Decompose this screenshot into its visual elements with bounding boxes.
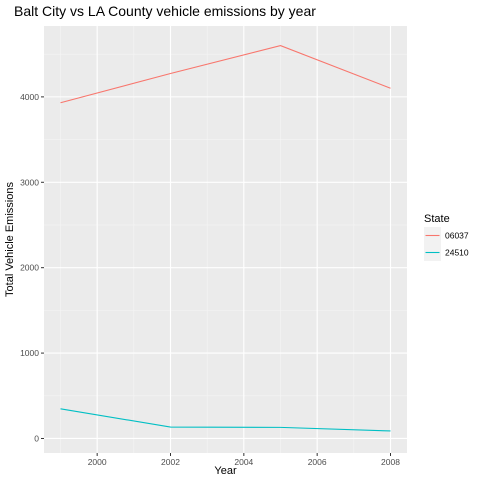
x-tick-label: 2008 [381,457,400,467]
legend-items: 06037 24510 [424,227,469,261]
legend-label-06037: 06037 [445,231,469,241]
x-tick-label: 2002 [161,457,180,467]
x-axis-title: Year [214,465,237,477]
x-axis: 2000 2002 2004 2006 2008 [88,453,400,467]
legend-title: State [424,213,450,225]
y-axis: 0 1000 2000 3000 4000 [20,92,44,443]
chart-title: Balt City vs LA County vehicle emissions… [14,3,316,19]
x-tick-label: 2006 [308,457,327,467]
legend: State 06037 24510 [424,213,469,261]
series-line-06037 [60,44,391,104]
y-tick-label: 2000 [20,263,39,273]
legend-label-24510: 24510 [445,248,469,258]
y-tick-label: 0 [34,433,39,443]
grid-major [44,26,407,453]
x-tick-label: 2004 [234,457,253,467]
series-line-24510 [60,408,391,432]
x-tick-label: 2000 [88,457,107,467]
y-tick-label: 4000 [20,92,39,102]
plot-panel [44,26,407,453]
y-axis-title: Total Vehicle Emissions [4,182,16,297]
y-tick-label: 3000 [20,177,39,187]
y-tick-label: 1000 [20,348,39,358]
series-lines [60,44,391,432]
